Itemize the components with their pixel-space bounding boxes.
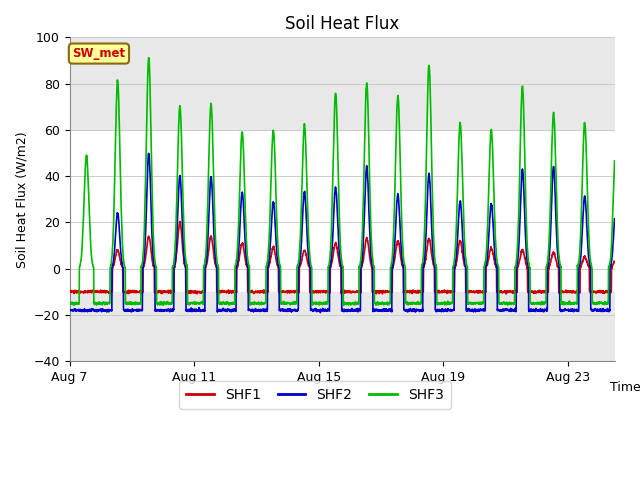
Bar <box>70 292 614 361</box>
SHF3 <box>144 72 152 78</box>
Text: SW_met: SW_met <box>72 47 125 60</box>
SHF2 <box>356 307 364 312</box>
SHF1 <box>144 237 152 242</box>
SHF2 <box>145 151 153 156</box>
SHF3 <box>66 301 74 307</box>
SHF3 <box>356 263 364 269</box>
SHF2 <box>317 310 324 315</box>
SHF2 <box>266 247 274 253</box>
SHF1 <box>176 218 184 224</box>
Line: SHF3: SHF3 <box>70 58 614 305</box>
SHF3 <box>547 203 554 209</box>
SHF2 <box>611 216 618 222</box>
Line: SHF2: SHF2 <box>70 154 614 312</box>
SHF2 <box>451 264 458 269</box>
SHF2 <box>66 307 74 313</box>
SHF1 <box>550 249 557 255</box>
SHF1 <box>356 289 364 295</box>
Legend: SHF1, SHF2, SHF3: SHF1, SHF2, SHF3 <box>179 381 451 409</box>
SHF1 <box>547 260 554 265</box>
SHF3 <box>340 302 348 308</box>
SHF1 <box>502 291 510 297</box>
Bar <box>70 37 614 130</box>
SHF3 <box>611 158 618 164</box>
Title: Soil Heat Flux: Soil Heat Flux <box>285 15 399 33</box>
SHF2 <box>547 235 554 240</box>
SHF2 <box>550 164 557 169</box>
SHF3 <box>266 214 274 219</box>
SHF3 <box>550 109 557 115</box>
SHF1 <box>451 289 458 295</box>
SHF3 <box>451 253 458 259</box>
X-axis label: Time: Time <box>610 381 640 394</box>
SHF3 <box>145 55 152 60</box>
SHF1 <box>611 259 618 264</box>
SHF2 <box>144 164 152 170</box>
SHF1 <box>66 288 74 293</box>
Y-axis label: Soil Heat Flux (W/m2): Soil Heat Flux (W/m2) <box>15 131 28 267</box>
SHF1 <box>266 259 274 265</box>
Line: SHF1: SHF1 <box>70 221 614 294</box>
